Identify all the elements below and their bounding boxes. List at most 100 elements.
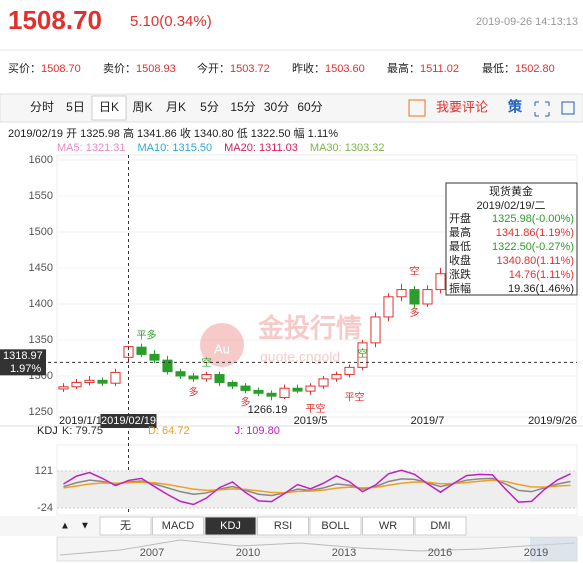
- candle-body: [331, 374, 342, 380]
- x-label: 2019/1/1: [59, 415, 102, 427]
- tooltip-label: 涨跌: [449, 267, 471, 281]
- button-label[interactable]: KDJ: [220, 520, 241, 532]
- candle-body: [435, 273, 446, 291]
- button-label[interactable]: BOLL: [321, 520, 349, 532]
- navigator-year: 2016: [428, 547, 452, 559]
- time: 2019-09-26 14:13:13: [476, 16, 578, 28]
- change: 5.10(0.34%): [130, 13, 212, 30]
- tab[interactable]: 30分: [264, 100, 289, 114]
- tooltip-value: 14.76(1.11%): [509, 269, 574, 281]
- watermark-title: 金投行情: [257, 313, 362, 343]
- signal: 平空: [306, 402, 326, 415]
- tab[interactable]: 日K: [99, 100, 119, 114]
- button[interactable]: [309, 516, 362, 536]
- button-label[interactable]: WR: [379, 520, 397, 532]
- down-arrow[interactable]: ▼: [80, 521, 90, 532]
- navigator[interactable]: [56, 536, 578, 562]
- tab[interactable]: 60分: [297, 100, 322, 114]
- button-label[interactable]: RSI: [274, 520, 292, 532]
- x-label: 2019/7: [411, 415, 445, 427]
- y-tick-label: 1450: [29, 262, 53, 274]
- legend-entry: D: 64.72: [148, 425, 190, 437]
- candle-body: [188, 375, 199, 380]
- watermark-logo: [200, 323, 244, 367]
- tooltip-label: 最低: [449, 240, 471, 253]
- watermark: Au 金投行情 quote.cngold: [200, 313, 362, 367]
- x-crosshair-label: 2019/02/19: [101, 415, 156, 427]
- button[interactable]: [204, 516, 257, 536]
- tooltip-title: 现货黄金: [489, 184, 533, 198]
- info: 2019/02/19 开 1325.98 高 1341.86 收 1340.80…: [8, 126, 338, 140]
- navigator-year: 2013: [332, 547, 356, 559]
- candle-body: [305, 385, 316, 392]
- navigator-year: 2019: [524, 547, 548, 559]
- quote-label: 最低：: [482, 62, 515, 75]
- y-tick-label: 1600: [29, 154, 53, 166]
- button-label[interactable]: 无: [120, 520, 131, 532]
- icons[interactable]: [534, 101, 575, 117]
- legend-entry: J: 109.80: [235, 425, 280, 437]
- candle-body: [214, 374, 225, 383]
- candle-body: [396, 289, 407, 298]
- quote-value: 1503.72: [230, 63, 270, 75]
- tab[interactable]: 周K: [132, 100, 152, 114]
- candle-body: [292, 387, 303, 392]
- tooltip-value: 1340.80(1.11%): [497, 255, 574, 267]
- tab[interactable]: 5分: [200, 100, 219, 114]
- comment-icon[interactable]: [408, 99, 426, 117]
- button[interactable]: [414, 516, 467, 536]
- signal: 平多: [137, 329, 157, 342]
- tooltip-value: 19.36(1.46%): [508, 283, 574, 295]
- tab[interactable]: 月K: [166, 100, 186, 114]
- candle-body: [279, 387, 290, 399]
- candle-body: [149, 353, 160, 361]
- ma-label: MA20: 1311.03: [224, 142, 298, 154]
- ma-label: MA5: 1321.31: [57, 142, 126, 154]
- x-crosshair-box: [100, 414, 157, 428]
- strategy-icon[interactable]: 策: [507, 99, 523, 115]
- quote-value: 1503.60: [325, 63, 365, 75]
- ma-label: MA30: 1303.32: [310, 142, 385, 154]
- button[interactable]: [152, 516, 204, 536]
- tooltip-label: 振幅: [449, 281, 471, 295]
- candle-body: [97, 379, 108, 384]
- quote-label: 最高：: [387, 61, 420, 75]
- candle-body: [409, 289, 420, 305]
- signal: 多: [189, 386, 199, 399]
- navigator-window[interactable]: [530, 537, 577, 561]
- button[interactable]: [362, 516, 414, 536]
- candle-body: [201, 374, 212, 380]
- candle-body: [227, 381, 238, 387]
- candle-body: [344, 366, 355, 376]
- candle-body: [240, 385, 251, 391]
- signal: 平空: [345, 390, 365, 403]
- y-tick-label: -24: [37, 502, 53, 514]
- navigator-year: 2007: [140, 547, 164, 559]
- quote-value: 1511.02: [420, 63, 459, 75]
- tab[interactable]: 15分: [230, 100, 255, 114]
- button-label[interactable]: MACD: [162, 520, 194, 532]
- candle-body: [318, 378, 329, 387]
- candle-body: [422, 289, 433, 305]
- up-arrow[interactable]: ▲: [60, 521, 70, 532]
- tab[interactable]: 5日: [66, 100, 85, 114]
- tooltip-date: 2019/02/19/二: [476, 200, 545, 212]
- button[interactable]: [257, 516, 309, 536]
- crosshair-pct: 1.97%: [10, 363, 41, 375]
- quote-value: 1502.80: [515, 63, 555, 75]
- candle-body: [110, 371, 121, 384]
- x-label: 2019/5: [294, 415, 328, 427]
- tooltip-value: 1325.98(-0.00%): [492, 213, 574, 225]
- button-label[interactable]: DMI: [430, 520, 450, 532]
- tab[interactable]: 分时: [30, 100, 54, 114]
- button[interactable]: [99, 516, 152, 536]
- quote-value: 1508.93: [136, 63, 176, 75]
- signal: 多: [410, 306, 420, 319]
- quote-label: 今开：: [197, 61, 230, 75]
- comment[interactable]: 我要评论: [436, 99, 488, 114]
- candle-body: [253, 389, 264, 394]
- candle-body: [266, 392, 277, 397]
- signal: 空: [358, 347, 368, 360]
- candle-body: [175, 371, 186, 377]
